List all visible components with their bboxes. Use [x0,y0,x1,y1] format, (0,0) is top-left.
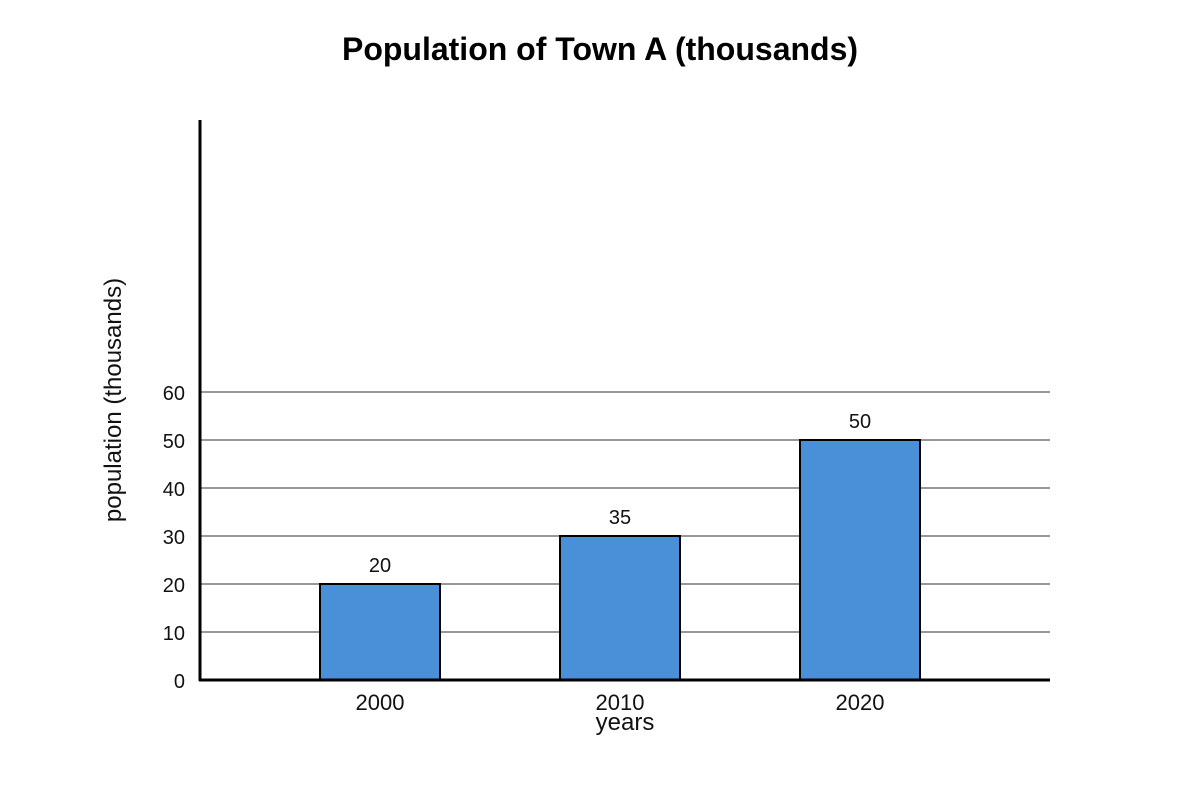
bar-2010 [559,535,681,681]
y-tick-label: 20 [163,575,185,597]
data-label-2020: 50 [849,411,871,433]
bar-2020 [799,439,921,681]
bars [319,439,921,681]
y-tick-label: 40 [163,479,185,501]
chart-title: Population of Town A (thousands) [342,31,858,67]
y-tick-label: 10 [163,623,185,645]
data-labels: 20 35 50 [369,411,871,577]
x-tick-label-2010: 2010 [596,690,645,715]
data-label-2010: 35 [609,507,631,529]
y-tick-label: 50 [163,431,185,453]
y-tick-label: 60 [163,383,185,405]
y-tick-labels: 0 10 20 30 40 50 60 [163,383,185,693]
bar-2000 [319,583,441,681]
y-axis-label: population (thousands) [100,278,127,522]
x-tick-label-2020: 2020 [836,690,885,715]
x-tick-label-2000: 2000 [356,690,405,715]
y-tick-label: 0 [174,671,185,693]
data-label-2000: 20 [369,555,391,577]
x-tick-labels: 2000 2010 2020 [356,690,885,715]
x-axis-label: years [596,709,655,736]
y-tick-label: 30 [163,527,185,549]
